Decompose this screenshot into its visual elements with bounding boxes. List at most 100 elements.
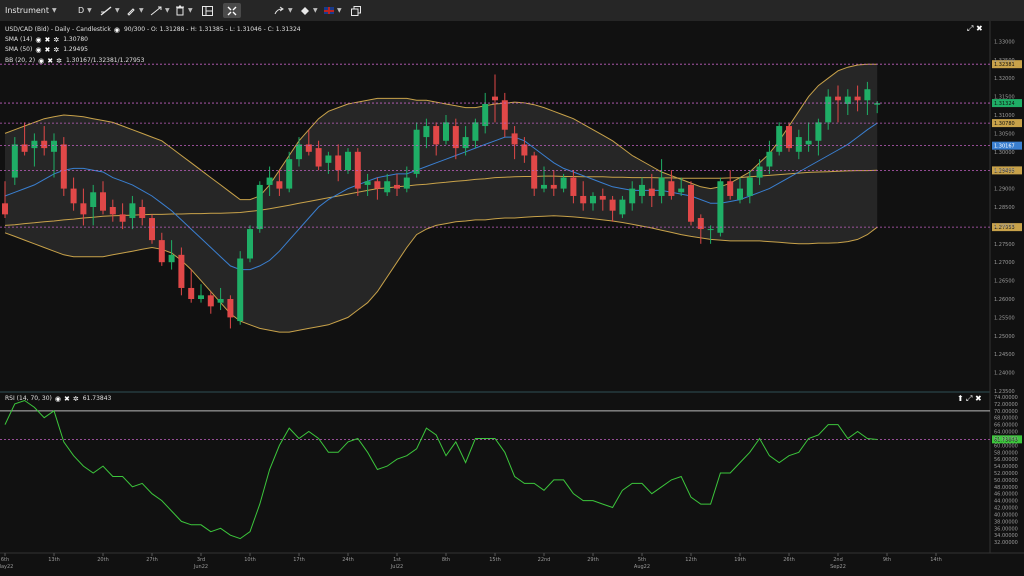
bear-candle: [531, 155, 538, 189]
bear-candle: [80, 203, 87, 215]
eye-icon[interactable]: ◉: [38, 56, 45, 65]
copy-button[interactable]: [351, 3, 361, 18]
paint-button[interactable]: ▼: [299, 3, 318, 18]
line-tool-button[interactable]: ▼: [100, 3, 120, 18]
gear-icon[interactable]: ✲: [56, 56, 62, 65]
chart-background: [0, 21, 1024, 576]
rsi-y-tick-label: 60.00000: [994, 443, 1018, 449]
eye-icon[interactable]: ◉: [35, 35, 42, 44]
y-tick-label: 1.30000: [994, 150, 1015, 156]
y-tick-label: 1.27000: [994, 260, 1015, 266]
x-tick-label: 3rd: [197, 557, 205, 563]
expand-icon[interactable]: ⤢: [967, 24, 974, 33]
bull-candle: [844, 96, 851, 104]
pencil-icon: [127, 7, 135, 16]
bull-candle: [639, 184, 645, 196]
bear-candle: [835, 96, 841, 101]
bull-candle: [707, 229, 714, 231]
gear-icon[interactable]: ✲: [53, 35, 60, 44]
x-tick-label: 22nd: [538, 557, 551, 563]
bull-candle: [746, 177, 753, 196]
candles: [2, 74, 881, 329]
layout-button[interactable]: [202, 3, 213, 18]
x-tick-sublabel: Jul22: [390, 564, 403, 570]
bull-candle: [364, 181, 371, 185]
close-icon[interactable]: ✖: [63, 394, 70, 403]
sma14-label: SMA (14): [5, 36, 33, 43]
rsi-y-tick-label: 58.00000: [994, 450, 1018, 456]
bear-candle: [374, 181, 381, 189]
language-flag-icon: [324, 7, 334, 14]
bull-candle: [266, 177, 273, 185]
x-tick-sublabel: Sep22: [830, 564, 846, 570]
y-tick-label: 1.28500: [994, 205, 1015, 211]
layout-icon: [202, 5, 213, 16]
y-tick-label: 1.24500: [994, 352, 1015, 358]
gear-icon[interactable]: ✲: [72, 394, 79, 403]
timeframe-dropdown[interactable]: D ▼: [78, 3, 92, 18]
bear-candle: [648, 188, 655, 196]
delete-button[interactable]: ▼: [175, 3, 193, 18]
rsi-y-tick-label: 38.00000: [994, 519, 1018, 525]
x-tick-label: 5th: [638, 557, 646, 563]
rsi-y-tick-label: 42.00000: [994, 506, 1018, 512]
expand-icon[interactable]: ⤢: [966, 394, 973, 403]
y-tick-label: 1.25000: [994, 334, 1015, 340]
rsi-y-tick-label: 54.00000: [994, 464, 1018, 470]
bollinger-band-fill: [5, 64, 878, 333]
rsi-y-tick-label: 48.00000: [994, 485, 1018, 491]
x-tick-label: 12th: [685, 557, 697, 563]
move-up-icon[interactable]: ⬆: [957, 394, 964, 403]
sma50-value: 1.29495: [63, 46, 88, 53]
chart-area[interactable]: 1.32381 1.31324 1.30780 1.30167 1.29495 1.279…: [0, 21, 1024, 576]
chevron-down-icon: ▼: [337, 7, 342, 14]
bear-candle: [599, 195, 606, 200]
eye-icon[interactable]: ◉: [54, 394, 61, 403]
eye-icon[interactable]: ◉: [113, 25, 120, 34]
close-panel-icon[interactable]: ✖: [976, 24, 983, 33]
bear-candle: [492, 96, 498, 101]
bull-candle: [678, 188, 685, 193]
arrow-button[interactable]: ▼: [274, 3, 293, 18]
bull-candle: [805, 140, 812, 145]
bull-candle: [590, 195, 596, 204]
bear-candle: [139, 207, 146, 219]
price-tag-label: 1.31324: [994, 101, 1015, 107]
close-panel-icon[interactable]: ✖: [975, 394, 982, 403]
pencil-button[interactable]: ▼: [126, 3, 144, 18]
bull-candle: [766, 151, 773, 167]
arrows-icon: [150, 6, 162, 15]
rsi-y-tick-label: 70.00000: [994, 409, 1018, 415]
ohlc-values: 90/300 - O: 1.31288 - H: 1.31385 - L: 1.…: [123, 26, 301, 33]
bull-candle: [658, 177, 665, 196]
price-tag: [992, 223, 1022, 232]
x-tick-label: 8th: [442, 557, 450, 563]
bull-candle: [629, 188, 636, 204]
x-tick-label: 15th: [489, 557, 501, 563]
bull-candle: [384, 181, 391, 193]
language-button[interactable]: ▼: [324, 3, 342, 18]
close-icon[interactable]: ✖: [44, 45, 51, 54]
x-tick-label: 27th: [146, 557, 158, 563]
grid-icon: [227, 6, 237, 15]
sma14-value: 1.30780: [63, 36, 88, 43]
close-icon[interactable]: ✖: [47, 56, 54, 65]
rsi-line: [4, 399, 878, 540]
rsi-y-tick-label: 68.00000: [994, 416, 1018, 422]
bear-candle: [149, 218, 155, 241]
axes: 1.33000 1.32500 1.32000 1.31500 1.31000 1.305…: [994, 39, 1018, 546]
y-tick-label: 1.32500: [994, 58, 1015, 64]
grid-button[interactable]: [223, 3, 241, 18]
close-icon[interactable]: ✖: [44, 35, 51, 44]
gear-icon[interactable]: ✲: [53, 45, 60, 54]
price-tag: [992, 166, 1022, 175]
x-tick-label: 2nd: [833, 557, 843, 563]
arrows-button[interactable]: ▼: [150, 3, 170, 18]
level-lines: 1.32381 1.31324 1.30780 1.30167 1.29495 1.279…: [0, 60, 1022, 232]
bull-candle: [776, 126, 783, 152]
y-tick-label: 1.27500: [994, 242, 1015, 248]
eye-icon[interactable]: ◉: [35, 45, 42, 54]
instrument-dropdown[interactable]: Instrument ▼: [5, 3, 57, 18]
grid: [0, 21, 1024, 554]
bull-candle: [443, 122, 449, 141]
